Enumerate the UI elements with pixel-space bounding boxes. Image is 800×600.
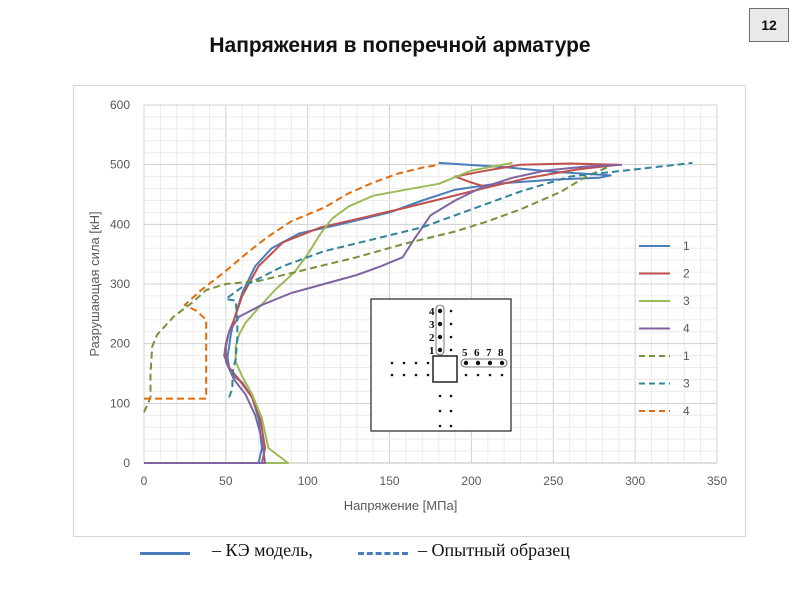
legend-label: 3 [683,377,690,391]
x-tick-label: 200 [461,474,481,488]
inset-numbered-rebar [437,321,443,327]
inset-highlight-horizontal [460,358,508,368]
series-line-solid-2 [144,162,620,464]
inset-numbered-rebar [475,360,481,366]
legend-dashed-label: – Опытный образец [418,540,570,560]
inset-highlight-vertical [435,304,445,356]
legend-solid-label: – КЭ модель, [212,540,313,560]
y-tick-label: 0 [123,456,130,470]
legend-label: 3 [683,294,690,308]
inset-rebar-dot [426,361,430,365]
inset-rebar-dot [449,348,453,352]
x-tick-label: 350 [707,474,727,488]
legend-label: 2 [683,267,690,281]
legend-label: 4 [683,404,690,418]
inset-vertical-label: 1 [429,345,435,357]
chart-frame: 0 50 100 150 200 250 300 350 0 100 200 300 400 500 600… [73,85,746,537]
legend-dashed-line [358,552,408,555]
y-tick-label: 400 [110,217,130,231]
inset-numbered-rebar [487,360,493,366]
inset-rebar-dot [476,373,480,377]
x-tick-label: 0 [141,474,148,488]
inset-rebar-dot [426,373,430,377]
inset-rebar-dot [500,373,504,377]
series-line-solid-3 [144,161,513,464]
series-line-dashed-4 [144,163,439,400]
chart-svg: 0 50 100 150 200 250 300 350 0 100 200 300 400 500 600… [87,98,727,513]
legend-solid-line [140,552,190,555]
inset-rebar-dot [464,373,468,377]
legend-label: 1 [683,349,690,363]
inset-numbered-rebar [437,334,443,340]
inset-horizontal-label: 5 [462,347,468,359]
slide-title: Напряжения в поперечной арматуре [209,34,591,57]
y-tick-label: 500 [110,158,130,172]
inset-rebar-dot [449,424,453,428]
x-tick-label: 50 [219,474,233,488]
inset-rebar-dot [438,394,442,398]
legend-label: 1 [683,239,690,253]
inset-rebar-dot [402,361,406,365]
inset-vertical-label: 4 [429,306,435,318]
x-tick-label: 300 [625,474,645,488]
y-tick-label: 600 [110,98,130,112]
x-tick-label: 100 [298,474,318,488]
inset-rebar-dot [449,409,453,413]
inset-vertical-label: 3 [429,319,435,331]
inset-horizontal-label: 6 [474,347,480,359]
x-axis-label: Напряжение [МПа] [344,498,458,513]
inset-numbered-rebar [437,347,443,353]
series-line-solid-4 [144,163,623,464]
inset-numbered-rebar [499,360,505,366]
inset-rebar-dot [402,373,406,377]
y-tick-label: 300 [110,277,130,291]
inset-vertical-label: 2 [429,332,435,344]
inset-rebar-dot [449,394,453,398]
inset-rebar-dot [488,373,492,377]
inset-horizontal-label: 7 [486,347,492,359]
inset-rebar-dot [438,424,442,428]
legend-label: 4 [683,322,690,336]
y-tick-label: 100 [110,396,130,410]
inset-rebar-dot [438,409,442,413]
series-line-dashed-1 [143,164,611,413]
inset-column [432,355,458,383]
y-tick-label: 200 [110,337,130,351]
inset-rebar-dot [414,373,418,377]
inset-rebar-dot [449,322,453,326]
inset-horizontal-label: 8 [498,347,504,359]
inset-rebar-dot [390,373,394,377]
inset-rebar-dot [390,361,394,365]
x-tick-label: 150 [380,474,400,488]
inset-rebar-dot [449,335,453,339]
x-tick-label: 250 [543,474,563,488]
inset-numbered-rebar [463,360,469,366]
inset-rebar-dot [449,309,453,313]
slide-number-badge: 12 [749,8,789,42]
y-axis-label: Разрушающая сила [кН] [87,211,102,356]
bottom-legend: – КЭ модель, – Опытный образец [140,540,660,564]
series-line-dashed-3 [224,161,693,398]
inset-numbered-rebar [437,308,443,314]
inset-rebar-dot [414,361,418,365]
